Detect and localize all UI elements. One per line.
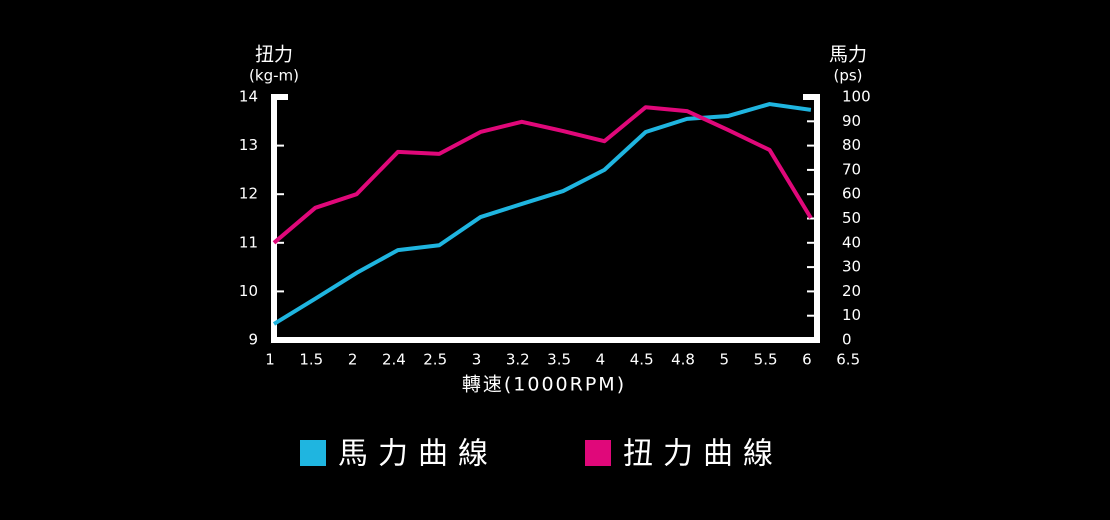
y2-tick-label: 0 <box>842 331 852 349</box>
y2-tick-label: 50 <box>842 209 861 227</box>
y2-axis-unit: (ps) <box>833 67 862 85</box>
y2-tick-label: 20 <box>842 282 861 300</box>
series-line <box>272 105 813 245</box>
y2-tick-label: 60 <box>842 185 861 203</box>
x-tick-label: 3.2 <box>506 351 530 369</box>
y-tick-label: 13 <box>239 136 258 154</box>
x-tick-label: 5.5 <box>754 351 778 369</box>
y-axis-title: 扭力 <box>255 44 293 66</box>
y2-axis-title: 馬力 <box>829 44 867 66</box>
legend-swatch <box>585 440 611 466</box>
y-tick-label: 14 <box>239 88 258 106</box>
y2-tick-label: 30 <box>842 258 861 276</box>
x-tick-label: 4.5 <box>630 351 654 369</box>
x-axis-title: 轉速(1000RPM) <box>462 374 626 396</box>
x-tick-label: 3.5 <box>547 351 571 369</box>
y2-tick-label: 10 <box>842 306 861 324</box>
x-tick-label: 2.4 <box>382 351 406 369</box>
x-tick-label: 6 <box>802 351 812 369</box>
y-tick-label: 11 <box>239 233 258 251</box>
y-tick-label: 9 <box>248 331 258 349</box>
y2-tick-label: 90 <box>842 112 861 130</box>
x-tick-label: 6.5 <box>836 351 860 369</box>
x-tick-label: 1.5 <box>299 351 323 369</box>
x-tick-label: 4 <box>596 351 606 369</box>
y-tick-label: 10 <box>239 282 258 300</box>
y-axis-unit: (kg-m) <box>249 67 299 85</box>
x-tick-label: 2.5 <box>423 351 447 369</box>
series-line <box>272 102 812 326</box>
y2-tick-label: 80 <box>842 136 861 154</box>
y2-tick-label: 100 <box>842 88 871 106</box>
y2-tick-label: 40 <box>842 233 861 251</box>
x-tick-label: 5 <box>720 351 730 369</box>
y-tick-label: 12 <box>239 185 258 203</box>
x-tick-label: 4.8 <box>671 351 695 369</box>
legend-label: 馬力曲線 <box>338 437 498 472</box>
x-tick-label: 3 <box>472 351 482 369</box>
x-tick-label: 1 <box>265 351 275 369</box>
y2-tick-label: 70 <box>842 160 861 178</box>
legend-swatch <box>300 440 326 466</box>
legend-label: 扭力曲線 <box>623 437 783 472</box>
x-tick-label: 2 <box>348 351 358 369</box>
